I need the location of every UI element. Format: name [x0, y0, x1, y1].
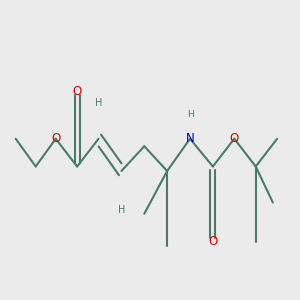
Text: O: O: [73, 85, 82, 98]
Text: O: O: [208, 235, 218, 248]
Text: O: O: [51, 132, 60, 145]
Text: H: H: [118, 205, 125, 215]
Text: H: H: [95, 98, 102, 109]
Text: N: N: [186, 132, 194, 145]
Text: H: H: [187, 110, 194, 119]
Text: O: O: [230, 132, 239, 145]
